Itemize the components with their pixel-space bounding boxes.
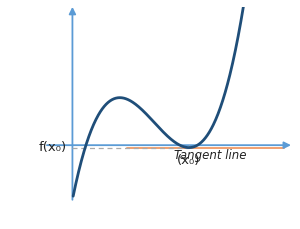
Text: (x₀): (x₀): [177, 154, 201, 167]
Text: f(x₀): f(x₀): [39, 141, 67, 154]
Text: Tangent line: Tangent line: [174, 149, 247, 162]
